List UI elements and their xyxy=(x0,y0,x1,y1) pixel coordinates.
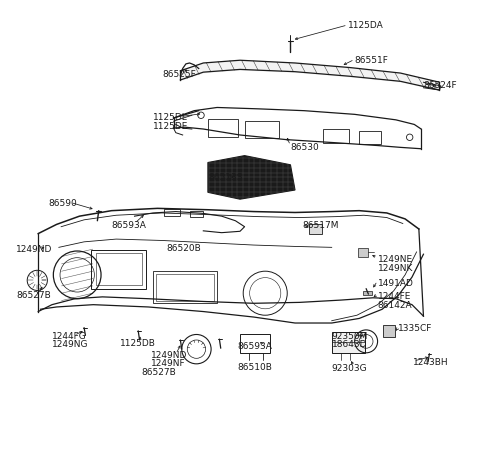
Text: 1249NF: 1249NF xyxy=(151,358,185,368)
Text: 1249NK: 1249NK xyxy=(378,263,413,273)
Text: 1249NE: 1249NE xyxy=(378,255,413,264)
Text: 1125DE: 1125DE xyxy=(153,122,188,130)
Text: 86530: 86530 xyxy=(290,143,319,151)
Text: 86527B: 86527B xyxy=(142,367,176,376)
Bar xyxy=(240,334,270,353)
Text: 86510B: 86510B xyxy=(238,362,273,371)
Bar xyxy=(91,250,146,289)
Bar xyxy=(153,272,217,304)
Bar xyxy=(156,274,214,301)
Text: 92350M: 92350M xyxy=(332,331,368,340)
Bar xyxy=(332,332,365,353)
Bar xyxy=(245,122,279,139)
Text: 1244FG: 1244FG xyxy=(52,331,87,340)
Polygon shape xyxy=(208,156,295,200)
Text: 1249ND: 1249ND xyxy=(16,244,53,253)
Text: 1125DL: 1125DL xyxy=(153,113,188,122)
Text: 86513S: 86513S xyxy=(208,173,242,181)
Text: 86590: 86590 xyxy=(48,198,77,207)
Text: 1125DB: 1125DB xyxy=(120,338,156,347)
Bar xyxy=(309,225,322,234)
Text: 86520B: 86520B xyxy=(167,243,202,252)
Bar xyxy=(208,120,238,138)
Text: 1249ND: 1249ND xyxy=(151,350,187,359)
Text: 86525F: 86525F xyxy=(162,69,196,78)
Text: 1243BH: 1243BH xyxy=(413,358,449,367)
Bar xyxy=(190,212,204,218)
Bar xyxy=(323,129,349,144)
Text: 86527B: 86527B xyxy=(16,290,51,299)
Text: 1335CF: 1335CF xyxy=(398,324,432,332)
Text: 92303G: 92303G xyxy=(332,363,367,372)
Text: 1125DA: 1125DA xyxy=(348,22,384,30)
Bar xyxy=(363,291,372,296)
Text: 18643D: 18643D xyxy=(332,339,367,348)
Text: 1244FE: 1244FE xyxy=(378,291,411,300)
Text: 86593A: 86593A xyxy=(111,220,146,230)
Text: 86524F: 86524F xyxy=(423,81,457,90)
Text: 86551F: 86551F xyxy=(355,56,388,65)
Bar xyxy=(96,253,142,285)
Bar xyxy=(164,210,180,217)
Bar xyxy=(383,325,395,337)
Text: 86593A: 86593A xyxy=(238,341,273,350)
Bar xyxy=(359,132,381,145)
Text: 86517M: 86517M xyxy=(302,220,338,230)
Bar xyxy=(359,249,369,257)
Text: 86142A: 86142A xyxy=(378,300,412,309)
Text: 1249NG: 1249NG xyxy=(52,339,88,348)
Text: 1491AD: 1491AD xyxy=(378,278,413,287)
